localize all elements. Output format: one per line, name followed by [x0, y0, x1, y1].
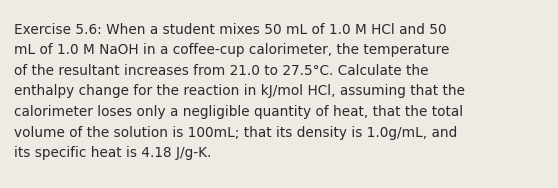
Text: Exercise 5.6: When a student mixes 50 mL of 1.0 M HCl and 50
mL of 1.0 M NaOH in: Exercise 5.6: When a student mixes 50 mL…	[14, 23, 465, 160]
